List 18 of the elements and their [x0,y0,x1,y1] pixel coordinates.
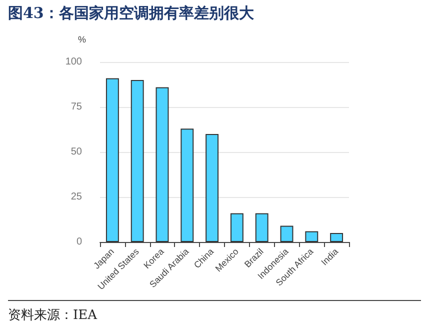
y-tick-label: 100 [65,56,82,68]
bar [230,213,244,242]
bar [180,128,194,242]
bar [330,233,344,242]
bar [280,226,294,242]
bar [156,87,169,242]
bar [255,213,268,242]
y-tick-label: 50 [70,146,82,158]
chart-title: 图43：各国家用空调拥有率差别很大 [8,4,254,23]
bar [106,78,119,242]
bar [130,80,144,242]
bar [206,134,219,242]
y-tick-label: 75 [70,102,82,112]
y-tick-label: 0 [76,236,82,248]
y-axis-title: % [78,34,86,44]
text: 资料来源：IEA [8,307,98,324]
bar [305,231,318,242]
y-tick-label: 25 [70,192,82,202]
